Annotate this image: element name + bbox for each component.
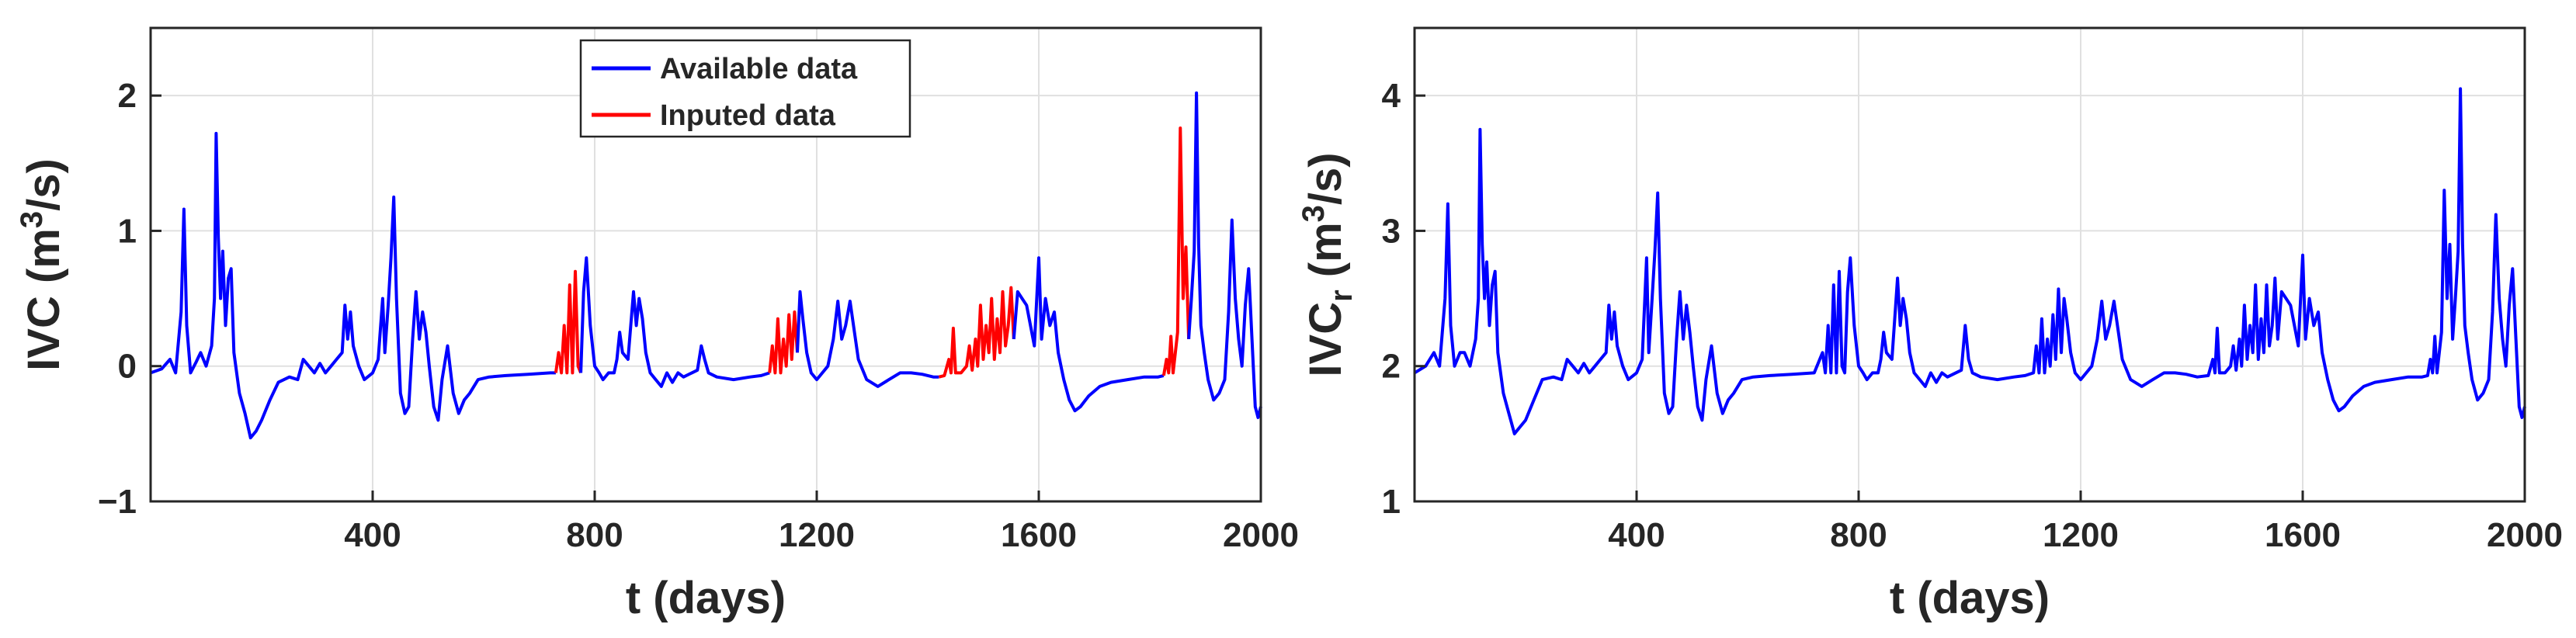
- y-axis-label-sup: 3: [1297, 205, 1331, 222]
- x-tick-labels: 400 800 1200 1600 2000: [1608, 516, 2563, 554]
- y-axis-label-mid: (m: [1300, 222, 1351, 290]
- x-axis-label: t (days): [1890, 573, 2050, 623]
- series-line: [1187, 91, 1262, 419]
- y-axis-label-base: IVC (m: [19, 228, 69, 371]
- plot-frame: [1413, 26, 2526, 503]
- legend-label-available: Available data: [660, 53, 858, 85]
- series-line: [768, 310, 799, 375]
- y-tick-labels: −1 0 1 2: [98, 77, 137, 521]
- plot-frame: [149, 26, 1262, 503]
- tick-marks: [1415, 94, 2526, 503]
- y-tick-labels: 1 2 3 4: [1382, 77, 1401, 521]
- x-tick-label: 1600: [1001, 516, 1077, 554]
- series-line: [796, 290, 939, 388]
- legend: Available data Inputed data: [579, 39, 911, 138]
- series-line: [938, 286, 1015, 379]
- series-line: [1012, 256, 1165, 413]
- x-tick-label: 2000: [2487, 516, 2563, 554]
- y-tick-label: 2: [1382, 348, 1401, 386]
- series-line: [1413, 87, 2526, 435]
- legend-label-inputed: Inputed data: [660, 99, 836, 132]
- series-line: [579, 256, 770, 388]
- y-axis-label-tail: /s): [19, 158, 69, 211]
- chart-panel-ivc: 400 800 1200 1600 2000 −1 0 1 2 t (days) IVC (m…: [15, 26, 1299, 623]
- y-axis-label-sup: 3: [15, 211, 49, 228]
- legend-box: [579, 39, 911, 138]
- series-line: [150, 131, 556, 440]
- x-tick-label: 2000: [1223, 516, 1299, 554]
- y-axis-label: IVCr (m3/s): [1297, 152, 1359, 376]
- x-tick-label: 800: [566, 516, 623, 554]
- y-axis-label: IVC (m3/s): [15, 158, 69, 371]
- x-tick-label: 400: [1608, 516, 1665, 554]
- series-lines: [150, 91, 1262, 440]
- series-line: [554, 269, 582, 375]
- y-tick-label: 1: [1382, 483, 1401, 521]
- grid-lines: [1415, 28, 2525, 501]
- x-axis-label: t (days): [626, 573, 786, 623]
- y-axis-label-tail: /s): [1300, 152, 1351, 205]
- x-tick-label: 400: [344, 516, 401, 554]
- x-tick-label: 1200: [2043, 516, 2119, 554]
- y-tick-label: 0: [118, 348, 137, 386]
- y-axis-label-base: IVC: [1300, 302, 1351, 377]
- series-lines: [1413, 87, 2526, 435]
- tick-marks: [151, 94, 1262, 503]
- y-axis-label-sub: r: [1324, 290, 1359, 302]
- x-tick-label: 1200: [779, 516, 855, 554]
- x-tick-label: 800: [1830, 516, 1887, 554]
- y-tick-label: −1: [98, 483, 137, 521]
- x-tick-label: 1600: [2265, 516, 2341, 554]
- y-tick-label: 2: [118, 77, 137, 115]
- y-tick-label: 3: [1382, 212, 1401, 250]
- chart-panel-ivcr: 400 800 1200 1600 2000 1 2 3 4 t (days) IVCr (m…: [1297, 26, 2563, 623]
- y-tick-label: 4: [1382, 77, 1401, 115]
- x-tick-labels: 400 800 1200 1600 2000: [344, 516, 1299, 554]
- series-line: [1161, 127, 1191, 376]
- y-tick-label: 1: [118, 212, 137, 250]
